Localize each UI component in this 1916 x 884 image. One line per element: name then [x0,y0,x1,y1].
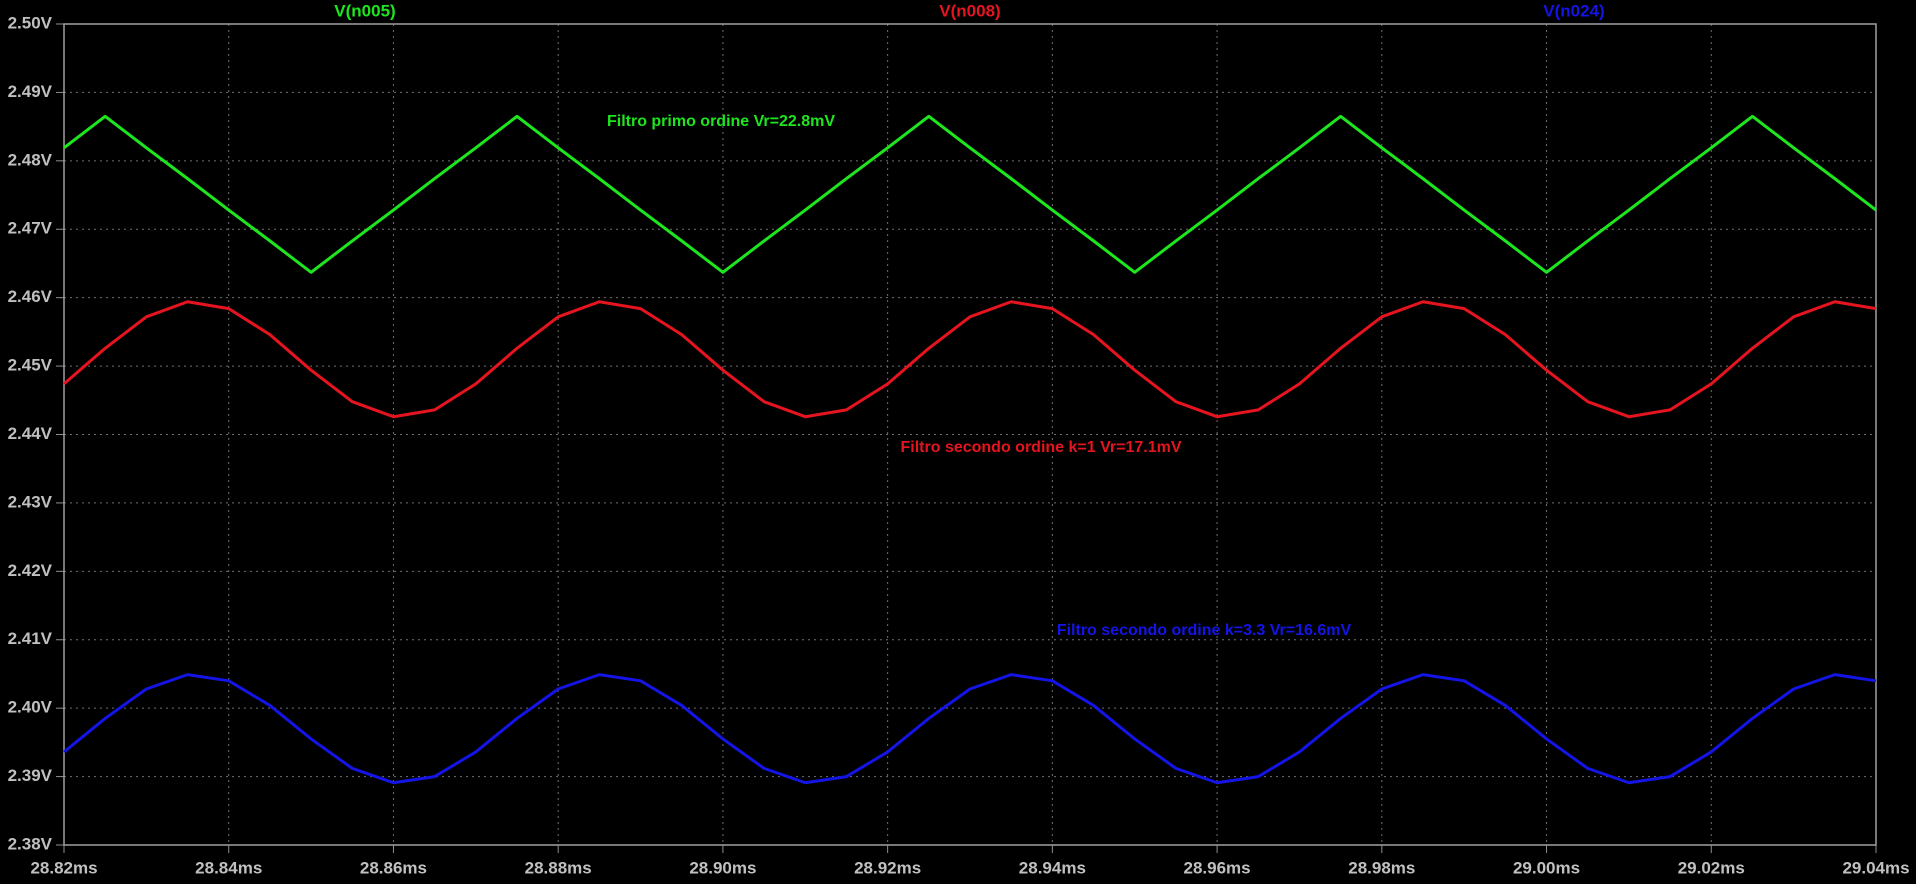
legend-entry: V(n008) [939,1,1000,20]
y-tick-label: 2.47V [8,219,53,238]
y-tick-label: 2.43V [8,492,53,511]
y-tick-label: 2.48V [8,150,53,169]
legend-entry: V(n005) [334,1,395,20]
y-tick-label: 2.50V [8,13,53,32]
x-tick-label: 28.86ms [360,858,427,877]
series-line [63,673,1877,785]
series-line [63,114,1877,274]
annotation: Filtro primo ordine Vr=22.8mV [607,113,835,130]
x-tick-label: 29.00ms [1513,858,1580,877]
x-tick-label: 29.02ms [1678,858,1745,877]
y-tick-label: 2.45V [8,356,53,375]
legend-entry: V(n024) [1543,1,1604,20]
x-tick-label: 28.96ms [1184,858,1251,877]
x-tick-label: 28.84ms [195,858,262,877]
y-tick-label: 2.39V [8,766,53,785]
y-tick-label: 2.41V [8,629,53,648]
x-tick-label: 29.04ms [1842,858,1909,877]
x-tick-label: 28.88ms [525,858,592,877]
annotation: Filtro secondo ordine k=1 Vr=17.1mV [901,439,1182,456]
series-line [63,300,1877,419]
x-tick-label: 28.82ms [30,858,97,877]
y-tick-label: 2.49V [8,82,53,101]
x-tick-label: 28.94ms [1019,858,1086,877]
y-tick-label: 2.44V [8,424,53,443]
x-tick-label: 28.90ms [689,858,756,877]
y-tick-label: 2.42V [8,561,53,580]
x-tick-label: 28.98ms [1348,858,1415,877]
annotation: Filtro secondo ordine k=3.3 Vr=16.6mV [1057,622,1352,639]
plot-border [63,23,1877,846]
y-tick-label: 2.46V [8,287,53,306]
y-tick-label: 2.40V [8,698,53,717]
y-tick-label: 2.38V [8,834,53,853]
x-tick-label: 28.92ms [854,858,921,877]
